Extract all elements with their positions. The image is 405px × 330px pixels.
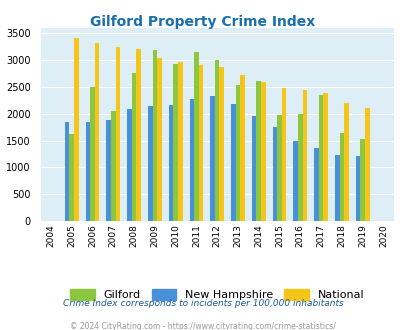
Bar xyxy=(148,106,152,221)
Bar xyxy=(256,81,260,221)
Bar xyxy=(281,87,286,221)
Bar xyxy=(272,127,277,221)
Bar xyxy=(360,139,364,221)
Bar xyxy=(157,58,161,221)
Text: © 2024 CityRating.com - https://www.cityrating.com/crime-statistics/: © 2024 CityRating.com - https://www.city… xyxy=(70,322,335,330)
Bar xyxy=(230,104,235,221)
Bar xyxy=(302,90,307,221)
Bar xyxy=(69,134,74,221)
Bar xyxy=(313,148,318,221)
Bar xyxy=(198,65,203,221)
Bar xyxy=(334,155,339,221)
Bar xyxy=(168,105,173,221)
Legend: Gilford, New Hampshire, National: Gilford, New Hampshire, National xyxy=(66,284,368,305)
Bar xyxy=(210,96,214,221)
Bar xyxy=(136,49,141,221)
Bar xyxy=(95,43,99,221)
Bar xyxy=(90,87,95,221)
Bar xyxy=(293,141,297,221)
Bar xyxy=(115,47,120,221)
Bar xyxy=(106,120,111,221)
Bar xyxy=(235,85,240,221)
Text: Crime Index corresponds to incidents per 100,000 inhabitants: Crime Index corresponds to incidents per… xyxy=(62,299,343,308)
Bar xyxy=(85,122,90,221)
Bar xyxy=(127,109,132,221)
Bar xyxy=(297,115,302,221)
Bar xyxy=(194,52,198,221)
Bar xyxy=(251,116,256,221)
Bar xyxy=(339,133,343,221)
Bar xyxy=(173,64,177,221)
Bar xyxy=(260,82,265,221)
Bar xyxy=(111,111,115,221)
Bar xyxy=(132,73,136,221)
Bar xyxy=(219,67,224,221)
Bar xyxy=(323,93,327,221)
Bar xyxy=(189,99,194,221)
Text: Gilford Property Crime Index: Gilford Property Crime Index xyxy=(90,15,315,29)
Bar xyxy=(65,122,69,221)
Bar xyxy=(343,103,348,221)
Bar xyxy=(277,115,281,221)
Bar xyxy=(240,75,244,221)
Bar xyxy=(74,38,79,221)
Bar xyxy=(152,50,157,221)
Bar xyxy=(318,95,323,221)
Bar xyxy=(355,156,360,221)
Bar xyxy=(364,108,369,221)
Bar xyxy=(177,62,182,221)
Bar xyxy=(214,60,219,221)
